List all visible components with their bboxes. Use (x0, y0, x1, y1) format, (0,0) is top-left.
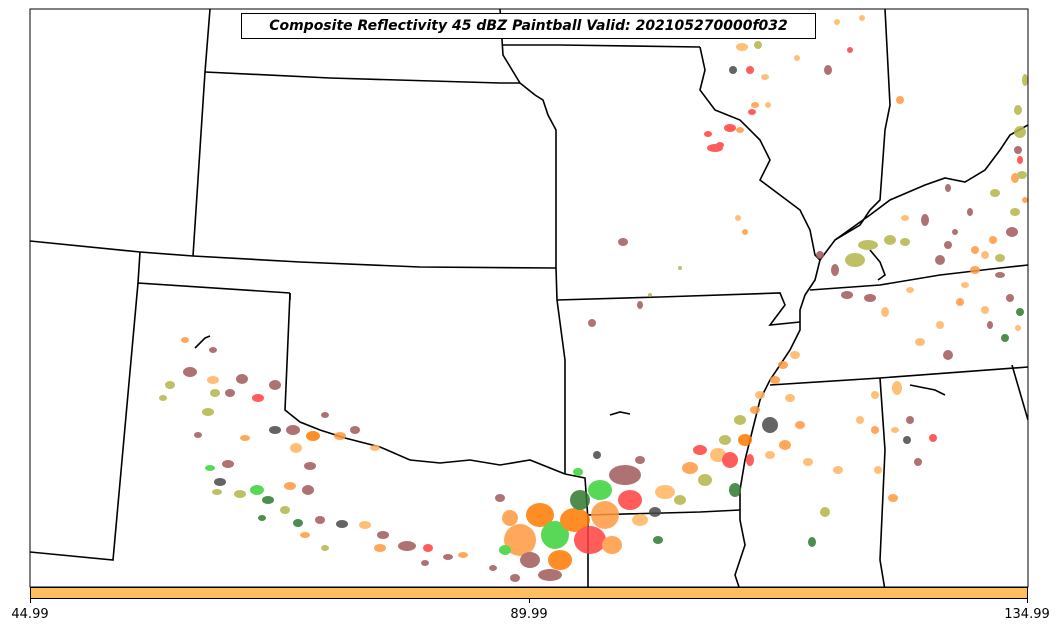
map-title: Composite Reflectivity 45 dBZ Paintball … (241, 13, 816, 39)
colorbar-tick-label-mid: 89.99 (510, 607, 548, 622)
colorbar-tick (529, 599, 530, 603)
colorbar-tick-label-max: 134.99 (1004, 607, 1050, 622)
colorbar-tick-label-min: 44.99 (11, 607, 49, 622)
colorbar-tick (1027, 599, 1028, 603)
colorbar-tick (30, 599, 31, 603)
colorbar (30, 587, 1028, 599)
reflectivity-paintball (159, 15, 1028, 582)
